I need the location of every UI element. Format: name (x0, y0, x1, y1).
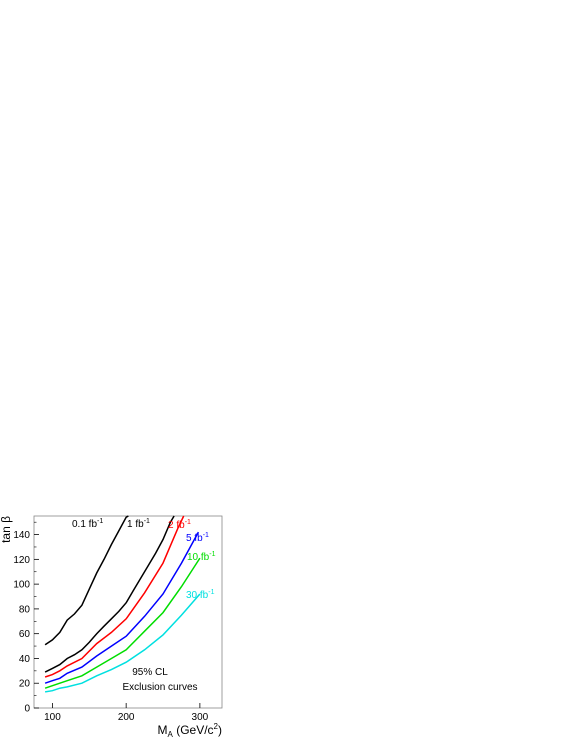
x-axis-label-sup: 2 (214, 722, 219, 731)
annotation-cl: 95% CL (132, 667, 168, 678)
ticks-group: 100 200 300 0 20 40 60 80 100 120 140 (13, 521, 209, 723)
y-tick-label-6: 120 (13, 555, 30, 566)
y-tick-label-3: 60 (19, 629, 31, 640)
y-tick-label-7: 140 (13, 530, 30, 541)
series-label-3: 5 fb-1 (186, 532, 209, 544)
series-line-4 (44, 557, 201, 689)
series-line-1 (44, 515, 175, 673)
x-axis-label-main: M (158, 723, 168, 737)
y-tick-label-1: 20 (19, 679, 31, 690)
curves-group (44, 515, 201, 693)
x-axis-label-rest: (GeV/c (173, 723, 214, 737)
x-axis-label: MA (GeV/c2) (158, 722, 222, 739)
x-axis-label-sub: A (168, 730, 174, 739)
x-tick-label-0: 100 (44, 712, 61, 723)
y-axis-label: tan β (0, 516, 13, 543)
series-line-5 (44, 593, 201, 693)
series-line-0 (44, 515, 129, 646)
y-tick-label-5: 100 (13, 580, 30, 591)
y-tick-label-2: 40 (19, 654, 31, 665)
series-label-1: 1 fb-1 (127, 518, 150, 530)
y-tick-label-4: 80 (19, 604, 31, 615)
annotation-exclusion: Exclusion curves (122, 682, 197, 693)
x-tick-label-1: 200 (118, 712, 135, 723)
x-tick-label-2: 300 (192, 712, 209, 723)
plot-frame (33, 515, 223, 709)
series-label-0: 0.1 fb-1 (72, 518, 103, 530)
y-tick-label-0: 0 (24, 704, 30, 715)
series-labels-group: 0.1 fb-1 1 fb-1 2 fb-15 fb-1 10 fb-1 30 fb-1 (72, 518, 216, 601)
x-axis-label-close: ) (218, 723, 222, 737)
series-label-2: 2 fb-1 (168, 519, 191, 531)
series-line-2 (44, 515, 185, 678)
series-label-4: 10 fb-1 (187, 551, 216, 563)
series-label-5: 30 fb-1 (186, 589, 215, 601)
series-line-3 (44, 531, 200, 684)
